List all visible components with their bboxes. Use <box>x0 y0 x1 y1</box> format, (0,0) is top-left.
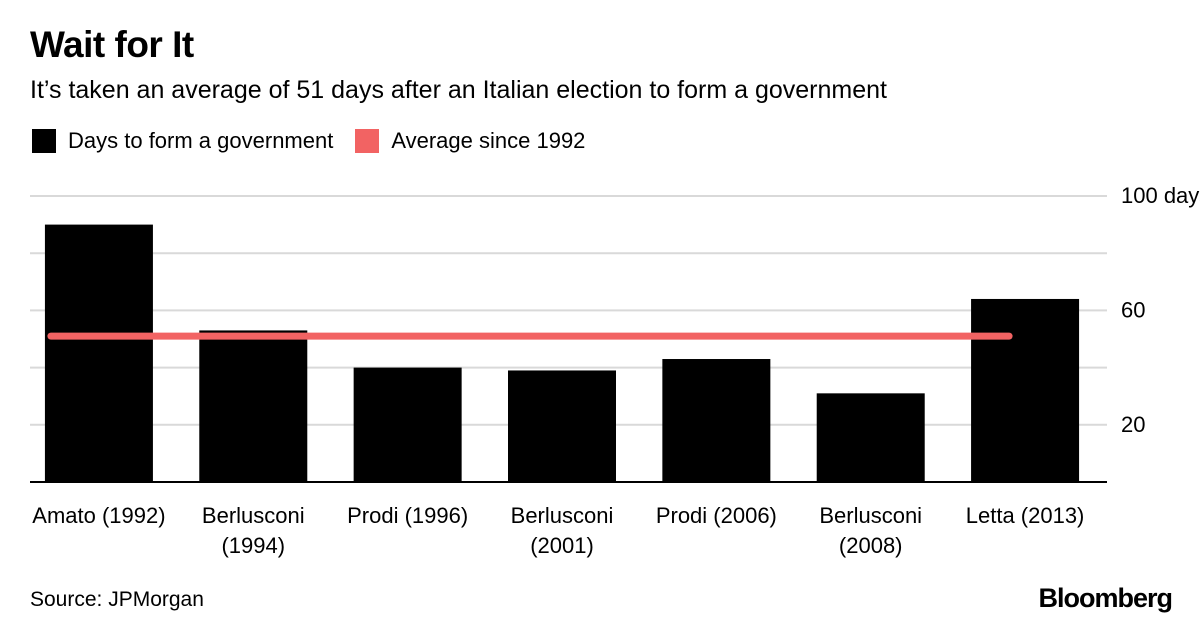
legend-label-average: Average since 1992 <box>391 128 586 153</box>
source-note: Source: JPMorgan <box>30 588 204 611</box>
x-tick-label: Letta (2013) <box>966 503 1085 528</box>
x-tick-label: (2008) <box>839 533 903 558</box>
x-tick-label: Prodi (1996) <box>347 503 468 528</box>
y-tick-label: 60 <box>1121 297 1145 322</box>
bar <box>508 370 616 482</box>
bar <box>353 367 462 482</box>
y-tick-label: 100 days <box>1121 183 1200 208</box>
bar <box>662 359 771 482</box>
legend-swatch-average <box>355 129 380 153</box>
bloomberg-logo: Bloomberg <box>1038 583 1173 613</box>
legend-label-bars: Days to form a government <box>68 128 334 153</box>
x-tick-label: (2001) <box>530 533 594 558</box>
y-tick-label: 20 <box>1121 412 1145 437</box>
x-tick-label: Amato (1992) <box>32 503 165 528</box>
chart-subtitle: It’s taken an average of 51 days after a… <box>30 76 887 104</box>
x-tick-label: Berlusconi <box>819 503 922 528</box>
legend-item-bars: Days to form a government <box>32 128 333 154</box>
x-tick-label: Berlusconi <box>202 503 305 528</box>
legend: Days to form a government Average since … <box>32 127 607 155</box>
x-tick-label: (1994) <box>221 533 285 558</box>
bar <box>816 393 925 482</box>
bar <box>199 330 308 482</box>
bar <box>44 224 153 482</box>
legend-item-average: Average since 1992 <box>355 128 585 154</box>
legend-swatch-bars <box>32 129 56 153</box>
chart-title: Wait for It <box>30 24 194 65</box>
x-tick-label: Prodi (2006) <box>656 503 777 528</box>
x-tick-label: Berlusconi <box>511 503 614 528</box>
bar <box>971 298 1080 482</box>
